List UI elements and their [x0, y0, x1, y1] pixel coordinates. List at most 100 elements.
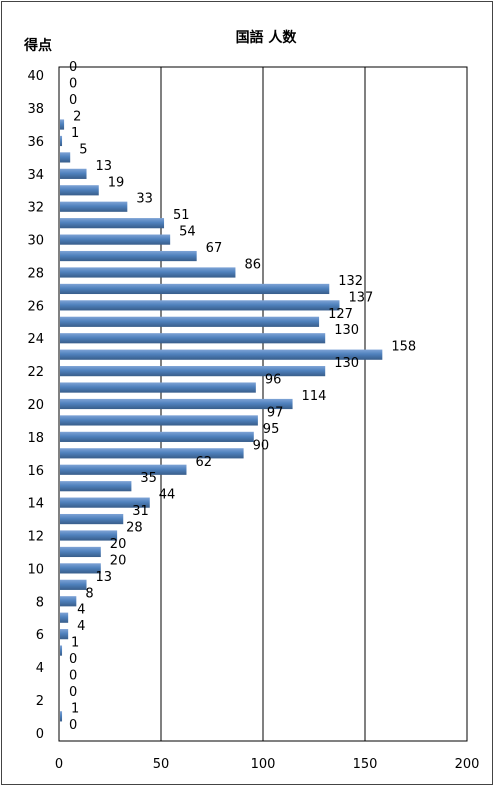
value-label-score-11: 20 [110, 537, 127, 552]
y-tick-label-36: 36 [27, 135, 44, 150]
y-tick-label-38: 38 [27, 102, 44, 117]
bar-score-5 [60, 645, 63, 656]
value-label-score-23: 158 [391, 340, 416, 355]
bar-score-11 [60, 546, 101, 558]
value-label-score-30: 54 [179, 225, 196, 240]
value-label-score-40: 0 [69, 60, 77, 75]
y-tick-label-24: 24 [27, 332, 44, 347]
bar-score-1 [60, 711, 63, 722]
y-tick-label-28: 28 [27, 266, 44, 281]
bar-score-19 [60, 415, 258, 426]
x-tick-labels: 0 50 100 150 200 [55, 757, 480, 772]
bar-score-32 [60, 201, 128, 212]
value-label-score-37: 2 [73, 110, 81, 125]
bar-score-16 [60, 464, 187, 475]
value-label-score-25: 127 [328, 307, 353, 322]
value-label-score-10: 20 [110, 553, 127, 568]
x-tick-label-0: 0 [55, 757, 63, 772]
bar-score-24 [60, 333, 326, 344]
bar-score-26 [60, 300, 340, 311]
y-tick-label-30: 30 [27, 234, 44, 249]
y-tick-label-4: 4 [36, 661, 44, 676]
value-label-score-34: 13 [96, 159, 113, 174]
y-tick-label-12: 12 [27, 530, 44, 545]
value-label-score-6: 4 [77, 619, 85, 634]
bar-score-33 [60, 185, 99, 196]
bar-score-28 [60, 267, 236, 278]
y-tick-label-18: 18 [27, 431, 44, 446]
value-label-score-13: 31 [132, 504, 149, 519]
y-tick-label-34: 34 [27, 168, 44, 183]
y-axis-label: 得点 [23, 37, 52, 54]
value-label-score-26: 137 [348, 290, 373, 305]
y-tick-label-6: 6 [36, 628, 44, 643]
value-label-score-1: 1 [71, 701, 79, 716]
bar-score-12 [60, 530, 118, 541]
bar-score-7 [60, 612, 69, 623]
bar-score-13 [60, 513, 124, 525]
value-label-score-29: 67 [206, 241, 223, 256]
value-label-score-4: 0 [69, 652, 77, 667]
bar-score-14 [60, 497, 150, 508]
bar-score-22 [60, 366, 326, 377]
value-label-score-17: 90 [253, 438, 270, 453]
y-tick-label-22: 22 [27, 365, 44, 380]
bar-score-30 [60, 234, 171, 245]
value-label-score-35: 5 [79, 142, 87, 157]
y-tick-label-2: 2 [36, 694, 44, 709]
chart-title: 国語 人数 [236, 29, 298, 46]
bar-score-36 [60, 135, 63, 147]
y-tick-label-8: 8 [36, 595, 44, 610]
bar-score-15 [60, 481, 132, 492]
bar-score-20 [60, 398, 293, 410]
y-tick-label-40: 40 [27, 69, 44, 84]
bar-score-25 [60, 316, 320, 327]
bar-score-34 [60, 168, 87, 179]
bar-score-6 [60, 629, 69, 640]
value-label-score-22: 130 [334, 356, 359, 371]
value-label-score-18: 95 [263, 422, 280, 437]
bars [60, 119, 383, 722]
value-label-score-38: 0 [69, 93, 77, 108]
value-label-score-9: 13 [96, 570, 113, 585]
y-tick-label-10: 10 [27, 562, 44, 577]
y-tick-label-0: 0 [36, 727, 44, 742]
value-label-score-3: 0 [69, 668, 77, 683]
value-label-score-36: 1 [71, 126, 79, 141]
value-label-score-0: 0 [69, 718, 77, 733]
y-tick-label-16: 16 [27, 464, 44, 479]
bar-score-17 [60, 448, 244, 459]
value-label-score-33: 19 [108, 175, 125, 190]
bar-score-29 [60, 250, 197, 262]
value-label-score-20: 114 [302, 389, 327, 404]
x-tick-label-150: 150 [353, 757, 378, 772]
bar-score-23 [60, 349, 383, 360]
bar-score-9 [60, 579, 87, 590]
y-tick-label-20: 20 [27, 398, 44, 413]
value-label-score-7: 4 [77, 603, 85, 618]
value-label-score-28: 86 [244, 257, 261, 272]
bar-score-37 [60, 119, 65, 130]
value-label-score-21: 96 [265, 373, 282, 388]
value-label-score-16: 62 [195, 455, 212, 470]
value-label-score-32: 33 [136, 192, 153, 207]
bar-score-31 [60, 218, 165, 229]
bar-score-27 [60, 283, 330, 295]
bar-score-35 [60, 152, 71, 163]
value-label-score-12: 28 [126, 521, 143, 536]
value-label-score-27: 132 [338, 274, 363, 289]
x-tick-label-50: 50 [153, 757, 170, 772]
value-label-score-2: 0 [69, 685, 77, 700]
value-label-score-24: 130 [334, 323, 359, 338]
x-tick-label-100: 100 [251, 757, 276, 772]
value-label-score-14: 44 [159, 488, 176, 503]
bar-score-10 [60, 563, 101, 574]
value-label-score-39: 0 [69, 77, 77, 92]
y-tick-label-14: 14 [27, 497, 44, 512]
value-label-score-31: 51 [173, 208, 190, 223]
value-label-score-19: 97 [267, 405, 284, 420]
x-tick-label-200: 200 [455, 757, 480, 772]
